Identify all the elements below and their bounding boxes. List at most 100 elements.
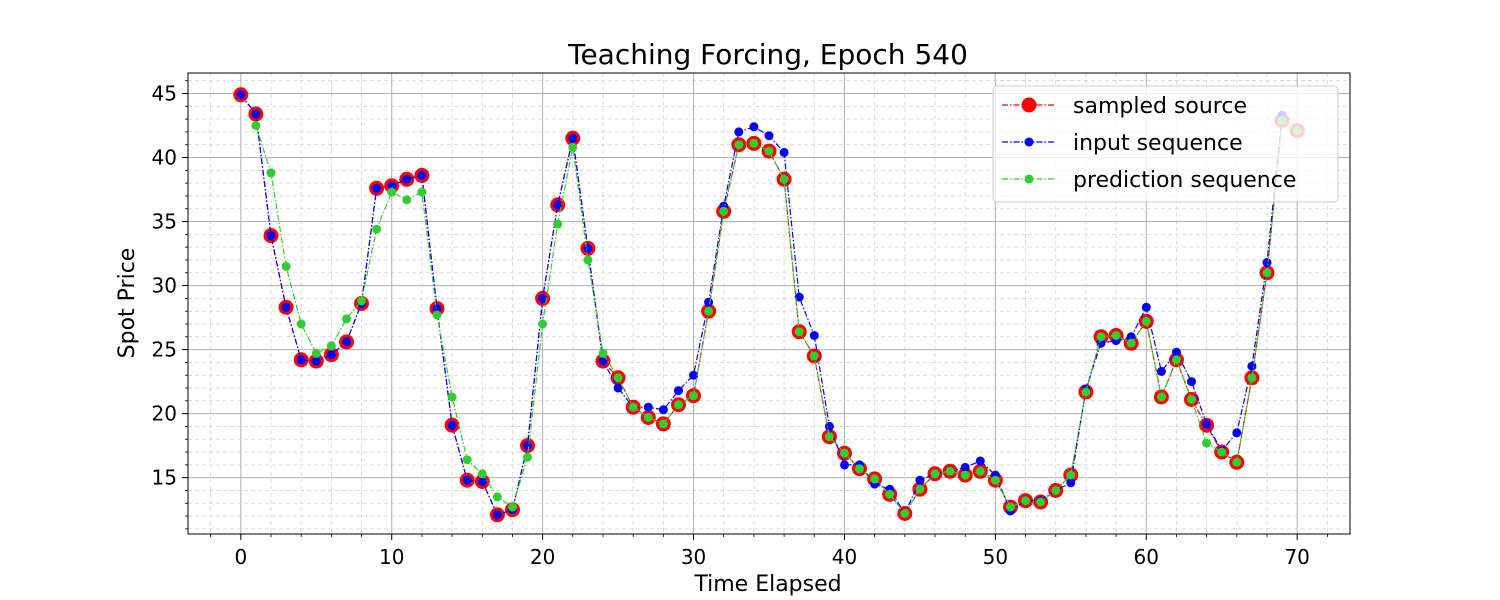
- data-point: [477, 469, 487, 479]
- data-point: [447, 420, 457, 430]
- data-point: [734, 127, 744, 137]
- data-point: [960, 470, 970, 480]
- data-point: [1111, 331, 1121, 340]
- data-point: [779, 147, 789, 157]
- data-point: [1187, 377, 1196, 387]
- data-point: [824, 432, 834, 442]
- data-point: [568, 142, 578, 152]
- data-point: [281, 261, 291, 271]
- data-point: [628, 402, 638, 412]
- data-point: [402, 195, 412, 205]
- series-layer: [233, 87, 1305, 523]
- data-point: [1247, 373, 1257, 383]
- y-tick-label: 35: [152, 210, 177, 234]
- data-point: [704, 306, 714, 316]
- data-point: [1066, 470, 1076, 480]
- data-point: [689, 391, 698, 401]
- data-point: [447, 392, 457, 402]
- data-point: [568, 133, 578, 143]
- data-point: [387, 181, 397, 191]
- data-point: [915, 484, 925, 494]
- data-point: [1036, 497, 1046, 507]
- legend-box: [992, 85, 1339, 203]
- data-point: [477, 477, 487, 486]
- data-point: [1006, 502, 1015, 512]
- data-point: [598, 348, 608, 358]
- data-point: [1262, 258, 1272, 267]
- data-point: [462, 475, 472, 485]
- data-point: [432, 304, 442, 314]
- data-point: [387, 187, 397, 197]
- data-point: [1172, 355, 1181, 365]
- data-point: [855, 464, 864, 474]
- data-point: [326, 341, 336, 351]
- data-point: [1156, 366, 1166, 376]
- data-point: [613, 383, 623, 393]
- data-point: [764, 131, 774, 141]
- data-point: [553, 200, 563, 210]
- data-point: [809, 331, 819, 340]
- y-axis-label: Spot Price: [115, 248, 140, 359]
- data-point: [326, 350, 336, 360]
- data-point: [960, 462, 970, 472]
- x-tick-label: 30: [681, 545, 706, 569]
- legend-label: input sequence: [1073, 131, 1243, 156]
- data-point: [311, 356, 321, 366]
- legend-marker: [1024, 137, 1034, 147]
- data-point: [990, 475, 1000, 485]
- x-tick-label: 40: [832, 545, 857, 569]
- data-point: [1202, 438, 1212, 448]
- x-tick-label: 70: [1284, 545, 1309, 569]
- data-point: [945, 466, 955, 476]
- data-point: [975, 466, 985, 476]
- data-point: [342, 314, 351, 324]
- data-point: [462, 455, 472, 465]
- data-point: [492, 492, 502, 502]
- data-point: [523, 452, 532, 462]
- x-axis-label: Time Elapsed: [693, 572, 841, 597]
- data-point: [1021, 496, 1030, 506]
- data-point: [266, 231, 276, 241]
- data-point: [794, 327, 804, 337]
- data-point: [1141, 302, 1151, 312]
- data-point: [658, 405, 668, 415]
- y-tick-label: 20: [152, 402, 177, 426]
- data-point: [1051, 486, 1061, 495]
- data-point: [417, 170, 427, 180]
- data-point: [417, 187, 427, 197]
- data-point: [1096, 332, 1106, 342]
- data-point: [779, 174, 789, 184]
- data-point: [900, 509, 910, 518]
- data-point: [402, 174, 412, 184]
- data-point: [1262, 268, 1272, 278]
- x-tick-label: 0: [234, 545, 247, 569]
- legend-marker: [1021, 97, 1037, 113]
- data-point: [1247, 361, 1257, 371]
- x-tick-label: 60: [1134, 545, 1159, 569]
- data-point: [840, 448, 849, 458]
- x-tick-label: 50: [983, 545, 1008, 569]
- data-point: [689, 370, 698, 380]
- data-point: [809, 351, 819, 361]
- data-point: [674, 400, 683, 410]
- data-point: [281, 302, 291, 312]
- data-point: [643, 402, 653, 412]
- data-point: [296, 355, 306, 365]
- data-point: [885, 489, 895, 499]
- data-point: [583, 243, 593, 253]
- data-point: [1066, 478, 1076, 488]
- data-point: [870, 474, 880, 484]
- data-point: [674, 386, 683, 396]
- legend-marker: [1024, 174, 1034, 184]
- data-point: [1081, 387, 1091, 397]
- data-point: [1187, 395, 1196, 404]
- y-tick-label: 30: [152, 274, 177, 298]
- data-point: [311, 348, 321, 358]
- data-point: [930, 469, 940, 479]
- data-point: [508, 502, 517, 512]
- data-point: [749, 138, 759, 148]
- series-line: [240, 94, 1283, 516]
- data-point: [266, 168, 276, 178]
- data-point: [1217, 447, 1227, 457]
